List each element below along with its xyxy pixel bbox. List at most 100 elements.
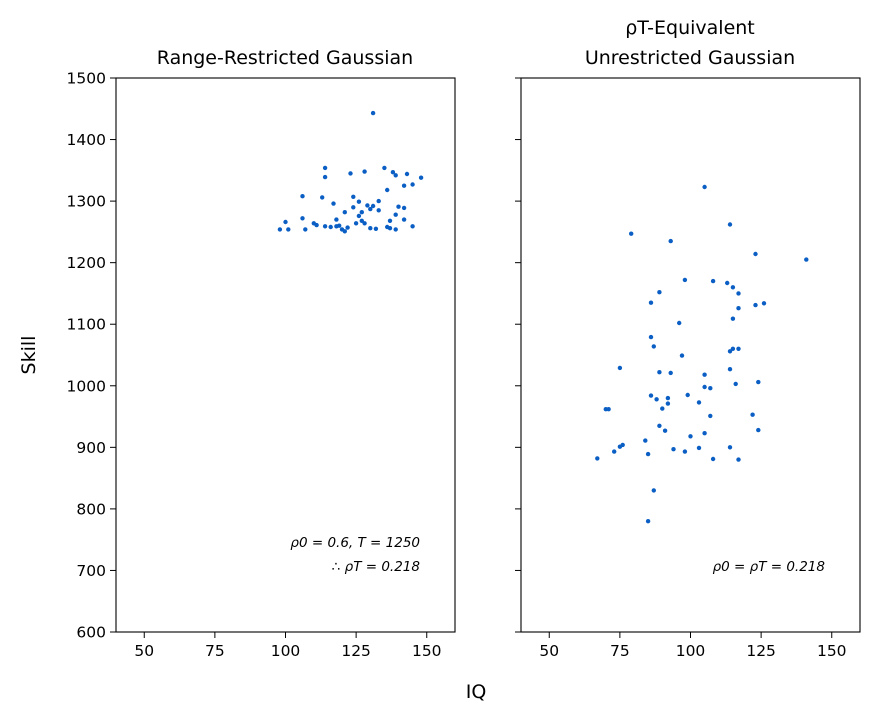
y-tick-label: 1300 bbox=[67, 193, 106, 211]
scatter-point bbox=[750, 412, 755, 417]
scatter-point bbox=[702, 431, 707, 436]
x-tick-label: 150 bbox=[817, 642, 847, 660]
scatter-point bbox=[356, 213, 362, 219]
y-tick-label: 1000 bbox=[67, 377, 106, 395]
scatter-point bbox=[756, 379, 761, 385]
scatter-point bbox=[645, 451, 651, 457]
scatter-point bbox=[736, 306, 741, 311]
scatter-point bbox=[365, 203, 370, 208]
scatter-point bbox=[733, 381, 738, 387]
scatter-point bbox=[730, 346, 736, 351]
scatter-point bbox=[370, 110, 376, 116]
scatter-point bbox=[617, 444, 623, 449]
scatter-point bbox=[682, 449, 688, 454]
right-panel-axes: 50 75 100 125 150 bbox=[515, 77, 861, 660]
scatter-point bbox=[682, 277, 688, 283]
x-tick-label: 125 bbox=[746, 642, 776, 660]
scatter-point bbox=[657, 290, 662, 295]
scatter-point bbox=[617, 365, 623, 371]
scatter-point bbox=[629, 231, 634, 236]
scatter-point bbox=[277, 227, 283, 232]
x-tick-label: 100 bbox=[676, 642, 706, 660]
scatter-point bbox=[382, 165, 387, 171]
scatter-point bbox=[702, 184, 707, 190]
scatter-point bbox=[645, 519, 651, 524]
x-tick-label: 125 bbox=[341, 642, 371, 660]
right-scatter-panel: ρT-Equivalent Unrestricted Gaussian 50 75… bbox=[515, 17, 861, 660]
y-tick-label: 800 bbox=[76, 500, 106, 518]
scatter-point bbox=[736, 346, 741, 351]
scatter-point bbox=[393, 227, 398, 232]
scatter-point bbox=[348, 171, 353, 176]
scatter-point bbox=[727, 445, 733, 450]
scatter-point bbox=[320, 195, 325, 200]
scatter-point bbox=[736, 457, 741, 462]
scatter-point bbox=[342, 210, 347, 215]
scatter-point bbox=[708, 386, 713, 391]
scatter-point bbox=[612, 449, 617, 454]
scatter-point bbox=[385, 187, 390, 193]
scatter-point bbox=[353, 221, 359, 226]
scatter-point bbox=[730, 316, 736, 321]
y-tick-label: 1500 bbox=[67, 70, 106, 88]
scatter-point bbox=[702, 384, 707, 390]
scatter-point bbox=[606, 407, 611, 412]
plot-frame bbox=[520, 77, 861, 633]
scatter-point bbox=[368, 206, 373, 212]
scatter-point bbox=[376, 208, 381, 213]
scatter-point bbox=[393, 173, 398, 178]
scatter-point bbox=[710, 456, 716, 462]
scatter-point bbox=[730, 285, 736, 290]
scatter-point bbox=[727, 349, 733, 354]
scatter-point bbox=[679, 353, 685, 358]
scatter-point bbox=[322, 165, 328, 171]
scatter-point bbox=[657, 423, 662, 428]
scatter-point bbox=[651, 344, 656, 349]
x-tick-label: 75 bbox=[610, 642, 630, 660]
left-panel-annotation-line-2: ∴ ρT = 0.218 bbox=[332, 559, 420, 575]
right-panel-title-line-1: ρT-Equivalent bbox=[625, 17, 755, 39]
x-tick-label: 50 bbox=[134, 642, 154, 660]
scatter-point bbox=[696, 445, 702, 451]
scatter-point bbox=[342, 229, 347, 234]
scatter-point bbox=[804, 257, 809, 262]
scatter-point bbox=[376, 198, 381, 204]
scatter-point bbox=[359, 210, 364, 215]
scatter-point bbox=[595, 456, 600, 461]
scatter-point bbox=[314, 222, 319, 228]
scatter-point bbox=[362, 169, 367, 174]
scatter-point bbox=[404, 171, 410, 177]
scatter-point bbox=[368, 226, 373, 231]
scatter-point bbox=[727, 222, 733, 227]
x-tick-label: 75 bbox=[205, 642, 225, 660]
scatter-point bbox=[370, 203, 376, 209]
scatter-point bbox=[665, 395, 671, 401]
left-panel-annotation-line-1: ρ0 = 0.6, T = 1250 bbox=[290, 535, 420, 551]
scatter-point bbox=[657, 370, 662, 375]
scatter-point bbox=[401, 183, 407, 188]
scatter-point bbox=[322, 174, 328, 180]
y-tick-label: 1400 bbox=[67, 131, 106, 149]
scatter-point bbox=[668, 238, 673, 244]
right-panel-annotation: ρ0 = ρT = 0.218 bbox=[713, 559, 825, 575]
scatter-point bbox=[393, 212, 398, 217]
scatter-point bbox=[648, 334, 654, 340]
scatter-point bbox=[756, 427, 761, 433]
scatter-point bbox=[401, 205, 407, 211]
scatter-point bbox=[283, 219, 288, 225]
scatter-point bbox=[651, 488, 656, 493]
scatter-point bbox=[286, 227, 291, 232]
scatter-point bbox=[334, 217, 339, 222]
scatter-point bbox=[662, 428, 668, 433]
y-axis-label: Skill bbox=[18, 336, 40, 375]
y-tick-label: 700 bbox=[76, 562, 106, 580]
scatter-point bbox=[401, 217, 407, 222]
scatter-point bbox=[708, 413, 713, 419]
scatter-point bbox=[753, 302, 758, 308]
scatter-point bbox=[761, 301, 767, 306]
scatter-point bbox=[654, 397, 659, 402]
scatter-point bbox=[410, 182, 415, 187]
scatter-point bbox=[753, 251, 758, 257]
scatter-point bbox=[373, 226, 379, 231]
